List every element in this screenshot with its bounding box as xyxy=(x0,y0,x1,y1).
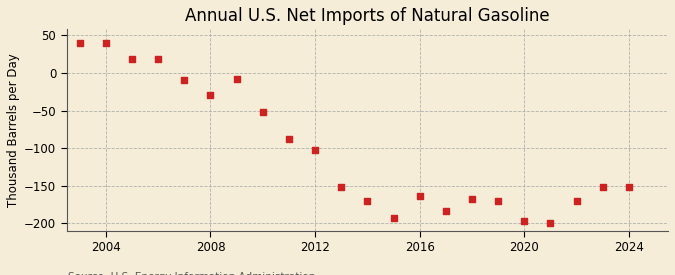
Point xyxy=(205,93,216,98)
Point xyxy=(414,193,425,198)
Point xyxy=(232,77,242,81)
Y-axis label: Thousand Barrels per Day: Thousand Barrels per Day xyxy=(7,53,20,207)
Point xyxy=(284,137,294,141)
Point xyxy=(153,57,163,62)
Point xyxy=(571,199,582,203)
Point xyxy=(362,199,373,203)
Point xyxy=(519,219,530,223)
Point xyxy=(179,78,190,82)
Point xyxy=(545,221,556,226)
Point xyxy=(335,185,346,189)
Text: Source: U.S. Energy Information Administration: Source: U.S. Energy Information Administ… xyxy=(68,273,315,275)
Point xyxy=(310,148,321,153)
Point xyxy=(257,110,268,114)
Point xyxy=(440,208,451,213)
Point xyxy=(74,41,85,45)
Point xyxy=(101,41,111,45)
Point xyxy=(466,197,477,202)
Point xyxy=(493,199,504,203)
Point xyxy=(597,185,608,189)
Point xyxy=(127,57,138,62)
Point xyxy=(624,185,634,189)
Point xyxy=(388,216,399,220)
Title: Annual U.S. Net Imports of Natural Gasoline: Annual U.S. Net Imports of Natural Gasol… xyxy=(185,7,549,25)
